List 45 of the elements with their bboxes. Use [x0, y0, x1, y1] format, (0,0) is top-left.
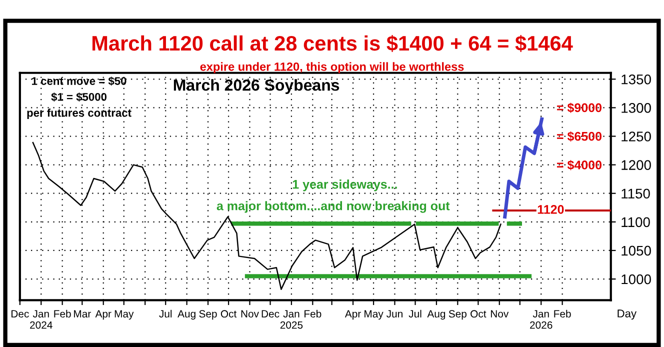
x-tick-label: Dec	[12, 310, 29, 318]
x-tick-label: Apr	[344, 310, 361, 320]
y-tick-label: 1000	[622, 274, 651, 284]
annotation: = $9000	[557, 102, 602, 113]
x-tick-label: Jun	[386, 310, 402, 318]
x-tick-label: Oct	[470, 310, 486, 318]
y-tick-label: 1300	[622, 103, 651, 113]
x-tick-label: Jul	[159, 310, 172, 318]
annotation: = $6500	[557, 131, 602, 142]
x-tick-label: Apr	[95, 310, 112, 320]
y-tick-label: 1050	[622, 246, 651, 256]
x-tick-label: Feb	[304, 310, 322, 318]
x-tick-label: Jan 2024	[30, 310, 52, 329]
annotation: 1120	[538, 205, 564, 214]
y-tick-label: 1250	[622, 132, 651, 142]
y-tick-label: 1350	[622, 74, 651, 84]
annotation: 1 cent move = $50	[32, 76, 126, 86]
y-tick-label: 1150	[622, 188, 650, 199]
x-tick-label: May	[114, 310, 134, 320]
annotation: a major bottom....and now breaking out	[216, 201, 450, 213]
x-tick-label: Nov	[490, 310, 509, 318]
x-tick-label: Oct	[220, 310, 237, 318]
y-tick-label: 1100	[622, 217, 650, 228]
x-tick-label: Sep	[199, 310, 217, 320]
x-tick-label: Jan 2025	[280, 310, 303, 329]
x-tick-label: Sep	[448, 310, 466, 320]
chart-subtitle: expire under 1120, this option will be worthless	[200, 62, 464, 74]
x-tick-label: Dec	[262, 310, 280, 318]
x-tick-label: Nov	[241, 310, 259, 318]
x-tick-label: Feb	[554, 310, 571, 318]
x-tick-label: Jan 2026	[530, 310, 552, 329]
chart-title: March 1120 call at 28 cents is $1400 + 64 = $1464	[92, 35, 573, 52]
annotation: per futures contract	[27, 108, 132, 119]
annotation: = $4000	[557, 160, 602, 170]
annotation: March 2026 Soybeans	[174, 79, 340, 94]
x-tick-label: Aug	[427, 310, 446, 320]
annotation: $1 = $5000	[51, 92, 107, 102]
x-tick-label: May	[364, 310, 384, 320]
y-tick-label: 1200	[622, 160, 651, 170]
x-tick-label: Mar	[74, 310, 91, 318]
x-tick-label: Feb	[54, 310, 71, 318]
annotation: 1 year sideways...	[292, 180, 397, 192]
x-axis-title: Day	[618, 310, 637, 320]
x-tick-label: Jul	[408, 310, 422, 318]
x-tick-label: Aug	[178, 310, 196, 320]
